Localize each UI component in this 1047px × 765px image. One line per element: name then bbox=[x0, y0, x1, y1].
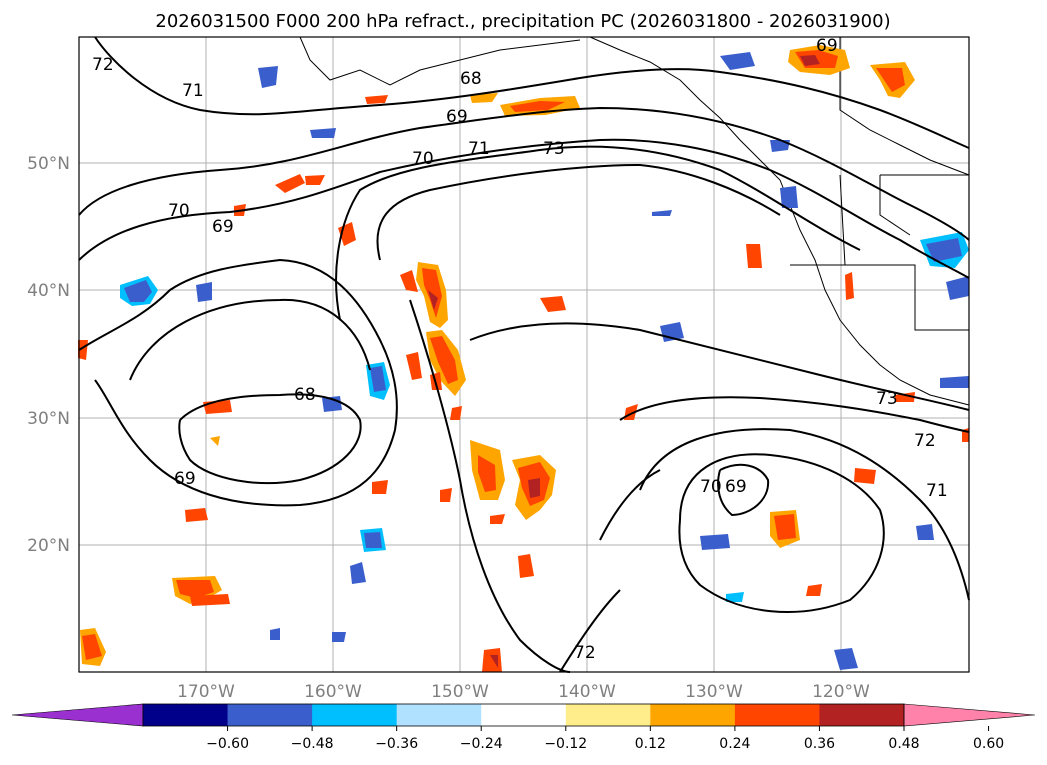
colorbar-tick-label: 0.48 bbox=[888, 736, 919, 752]
colorbar-tick-label: −0.12 bbox=[544, 736, 587, 752]
contour-label: 69 bbox=[816, 36, 838, 56]
colorbar-cell bbox=[396, 704, 482, 726]
colorbar-cell bbox=[819, 704, 905, 726]
colorbar-tick-label: −0.48 bbox=[291, 736, 334, 752]
contour-label: 69 bbox=[446, 107, 468, 127]
colorbar: −0.60 −0.48 −0.36 −0.24 −0.12 0.12 0.24 0.36 0.4… bbox=[11, 703, 1036, 752]
map-title: 2026031500 F000 200 hPa refract., precip… bbox=[155, 11, 890, 32]
colorbar-tick-label: 0.12 bbox=[635, 736, 666, 752]
colorbar-tick-label: −0.60 bbox=[206, 736, 249, 752]
lat-label: 50°N bbox=[27, 154, 70, 174]
contour-label: 69 bbox=[174, 469, 196, 489]
colorbar-extend-left bbox=[11, 703, 144, 727]
graticule bbox=[79, 37, 969, 672]
lat-label: 20°N bbox=[27, 536, 70, 556]
colorbar-tick-label: −0.36 bbox=[375, 736, 418, 752]
contour-label: 68 bbox=[294, 385, 316, 405]
refractivity-contours bbox=[78, 36, 970, 673]
contour-label: 72 bbox=[92, 55, 114, 75]
colorbar-cells bbox=[143, 704, 905, 726]
lon-labels: 170°W 160°W 150°W 140°W 130°W 120°W bbox=[177, 682, 870, 702]
contour-label: 71 bbox=[926, 481, 948, 501]
contour-label: 70 bbox=[412, 149, 434, 169]
lon-label: 140°W bbox=[558, 682, 616, 702]
colorbar-outline bbox=[142, 703, 905, 727]
contour-label: 70 bbox=[168, 201, 190, 221]
colorbar-extend-right bbox=[903, 703, 1036, 727]
lat-labels: 50°N 40°N 30°N 20°N bbox=[27, 154, 70, 556]
map-frame bbox=[78, 36, 970, 673]
colorbar-cell bbox=[143, 704, 229, 726]
lon-label: 150°W bbox=[431, 682, 489, 702]
contour-label: 68 bbox=[460, 69, 482, 89]
contour-label: 72 bbox=[914, 431, 936, 451]
contour-label: 70 bbox=[700, 477, 722, 497]
contour-label: 71 bbox=[182, 81, 204, 101]
contour-label: 73 bbox=[876, 389, 898, 409]
colorbar-cell bbox=[481, 704, 567, 726]
lon-label: 120°W bbox=[812, 682, 870, 702]
colorbar-cell bbox=[565, 704, 651, 726]
contour-label: 72 bbox=[574, 643, 596, 663]
lat-label: 40°N bbox=[27, 281, 70, 301]
colorbar-cell bbox=[227, 704, 313, 726]
contour-label: 69 bbox=[212, 217, 234, 237]
lon-label: 130°W bbox=[685, 682, 743, 702]
lon-label: 160°W bbox=[304, 682, 362, 702]
colorbar-ticks: −0.60 −0.48 −0.36 −0.24 −0.12 0.12 0.24 0.36 0.4… bbox=[206, 726, 1004, 752]
colorbar-tick-label: 0.60 bbox=[973, 736, 1004, 752]
contour-labels: 72 71 68 69 70 71 73 70 69 68 69 70 69 7… bbox=[92, 36, 948, 663]
contour-label: 73 bbox=[543, 139, 565, 159]
contour-label: 69 bbox=[725, 477, 747, 497]
colorbar-cell bbox=[734, 704, 820, 726]
colorbar-tick-label: −0.24 bbox=[460, 736, 503, 752]
colorbar-tick-label: 0.36 bbox=[804, 736, 835, 752]
lat-label: 30°N bbox=[27, 409, 70, 429]
lon-label: 170°W bbox=[177, 682, 235, 702]
colorbar-cell bbox=[312, 704, 398, 726]
colorbar-cell bbox=[650, 704, 736, 726]
colorbar-tick-label: 0.24 bbox=[719, 736, 750, 752]
contour-label: 71 bbox=[468, 139, 490, 159]
